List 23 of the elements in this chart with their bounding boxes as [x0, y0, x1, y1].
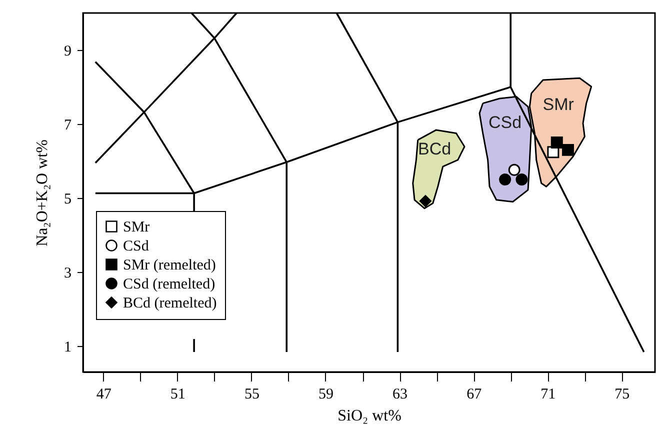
x-tick-label: 75 — [614, 386, 630, 402]
x-tick-label: 63 — [392, 386, 408, 402]
x-tick-label: 71 — [540, 386, 556, 402]
x-tick-label: 67 — [466, 386, 482, 402]
series-label: CSd — [488, 112, 522, 132]
legend-label: SMr (remelted) — [123, 258, 216, 274]
legend-label: CSd — [123, 238, 150, 254]
x-tick-label: 59 — [318, 386, 334, 402]
legend-label: CSd (remelted) — [123, 276, 216, 292]
x-tick-label: 47 — [96, 386, 112, 402]
y-tick-label: 5 — [64, 192, 72, 208]
x-tick-label: 51 — [170, 386, 186, 402]
legend-label: SMr — [123, 220, 150, 236]
y-axis-title: Na₂O+K₂O wt% — [34, 140, 51, 246]
legend-label: BCd (remelted) — [123, 296, 217, 312]
y-tick-label: 1 — [64, 340, 72, 356]
y-tick-label: 9 — [64, 44, 72, 60]
x-tick-label: 55 — [244, 386, 260, 402]
x-axis-title: SiO₂ wt% — [338, 408, 402, 424]
y-tick-label: 3 — [64, 266, 72, 282]
y-tick-label: 7 — [64, 118, 72, 134]
series-label: BCd — [418, 140, 452, 159]
series-label: SMr — [542, 95, 574, 114]
